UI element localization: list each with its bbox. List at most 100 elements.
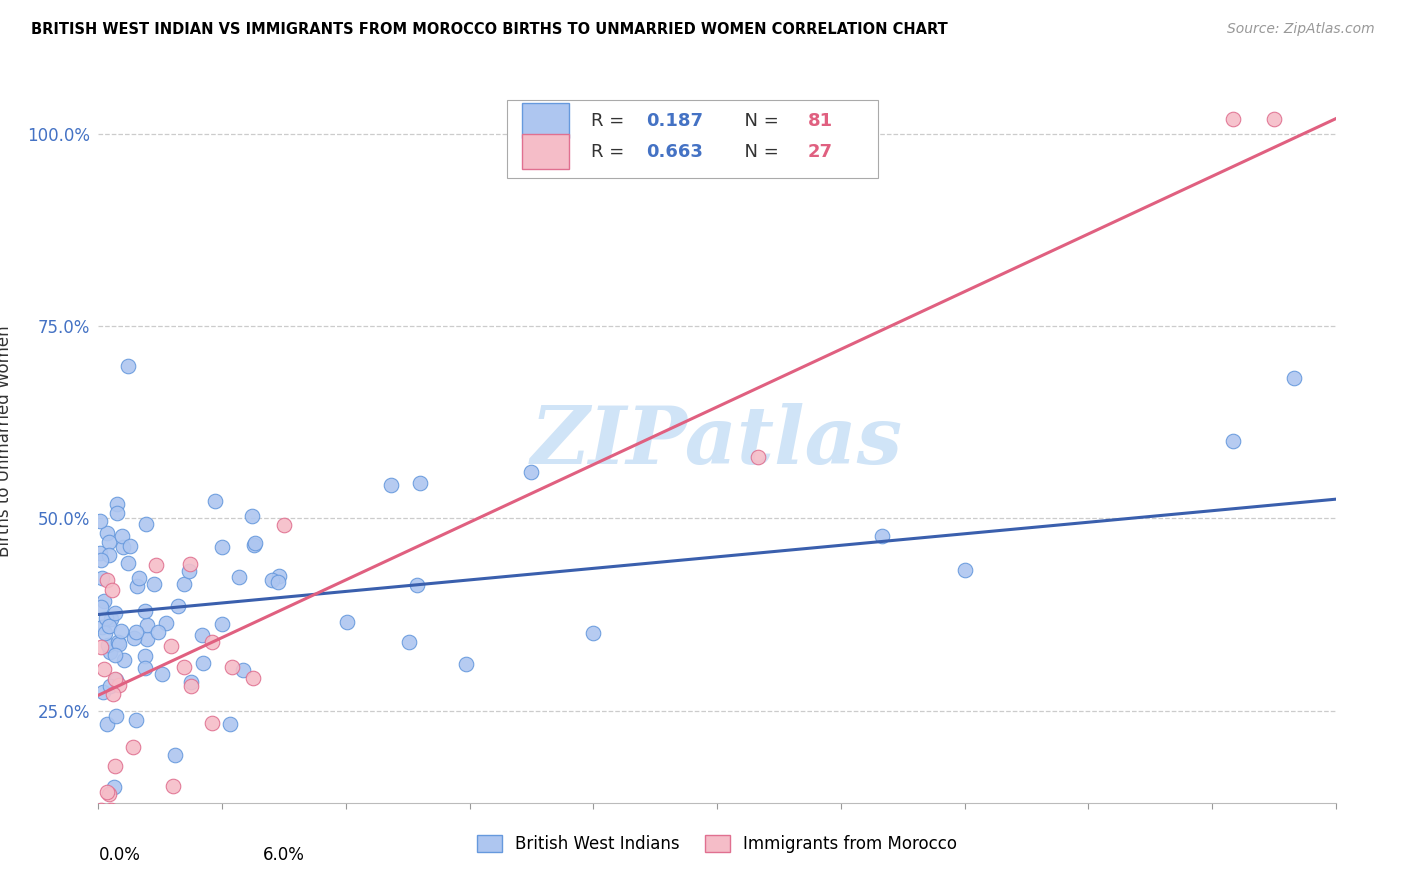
- Point: [101, 688, 124, 702]
- Point: [145, 558, 167, 572]
- Point: [191, 628, 214, 642]
- Point: [104, 606, 127, 620]
- Point: [111, 540, 134, 554]
- Point: [125, 625, 148, 640]
- Point: [136, 632, 159, 646]
- Point: [1284, 371, 1306, 385]
- Point: [267, 574, 290, 589]
- Point: [201, 716, 224, 731]
- Point: [98, 645, 121, 659]
- Point: [107, 678, 129, 692]
- Point: [93, 661, 115, 675]
- Point: [454, 657, 477, 672]
- Point: [273, 517, 295, 532]
- Point: [89, 514, 111, 528]
- Point: [91, 685, 114, 699]
- Point: [143, 577, 166, 591]
- Point: [398, 635, 420, 649]
- Point: [90, 570, 112, 584]
- Point: [211, 617, 233, 632]
- Point: [201, 635, 224, 649]
- Point: [242, 538, 264, 552]
- Point: [204, 494, 226, 508]
- Point: [122, 631, 145, 645]
- Point: [179, 557, 201, 571]
- Point: [221, 659, 243, 673]
- Point: [100, 612, 122, 626]
- FancyBboxPatch shape: [506, 100, 877, 178]
- Point: [105, 497, 128, 511]
- FancyBboxPatch shape: [522, 135, 568, 169]
- Point: [336, 615, 359, 629]
- Text: 0.0%: 0.0%: [98, 847, 141, 864]
- Point: [104, 648, 127, 662]
- Point: [107, 634, 129, 648]
- Point: [105, 673, 128, 687]
- Point: [243, 536, 266, 550]
- Point: [179, 564, 201, 578]
- Point: [90, 620, 112, 634]
- Text: ZIPatlas: ZIPatlas: [531, 403, 903, 480]
- Point: [90, 804, 112, 818]
- Point: [134, 661, 156, 675]
- Point: [380, 477, 402, 491]
- Point: [111, 529, 134, 543]
- Point: [180, 674, 202, 689]
- Point: [97, 535, 120, 549]
- Point: [747, 450, 769, 464]
- Point: [953, 563, 976, 577]
- Point: [1263, 112, 1285, 126]
- Point: [232, 663, 254, 677]
- FancyBboxPatch shape: [522, 103, 568, 138]
- Point: [97, 638, 120, 652]
- Point: [162, 779, 184, 793]
- Point: [96, 526, 118, 541]
- Text: N =: N =: [733, 143, 785, 161]
- Point: [520, 466, 543, 480]
- Point: [228, 569, 250, 583]
- Text: Source: ZipAtlas.com: Source: ZipAtlas.com: [1227, 22, 1375, 37]
- Point: [97, 549, 120, 563]
- Text: 0.663: 0.663: [647, 143, 703, 161]
- Point: [107, 637, 129, 651]
- Point: [262, 573, 284, 587]
- Point: [96, 716, 118, 731]
- Point: [173, 576, 195, 591]
- Point: [90, 553, 112, 567]
- Point: [89, 546, 111, 560]
- Point: [103, 780, 125, 795]
- Point: [165, 747, 187, 762]
- Point: [135, 618, 157, 632]
- Point: [100, 804, 122, 818]
- Point: [118, 539, 141, 553]
- Point: [240, 508, 263, 523]
- Point: [97, 618, 120, 632]
- Point: [155, 616, 177, 631]
- Point: [112, 653, 135, 667]
- Point: [159, 639, 181, 653]
- Point: [98, 679, 121, 693]
- Point: [104, 759, 127, 773]
- Point: [1222, 434, 1244, 449]
- Point: [96, 611, 118, 625]
- Point: [582, 625, 605, 640]
- Point: [124, 713, 146, 727]
- Point: [409, 476, 432, 491]
- Text: R =: R =: [591, 112, 630, 129]
- Text: R =: R =: [591, 143, 630, 161]
- Point: [135, 516, 157, 531]
- Point: [90, 640, 112, 654]
- Point: [121, 740, 143, 755]
- Point: [134, 648, 156, 663]
- Text: 6.0%: 6.0%: [263, 847, 305, 864]
- Point: [105, 709, 128, 723]
- Text: 0.187: 0.187: [647, 112, 703, 129]
- Point: [110, 624, 132, 639]
- Point: [105, 506, 128, 520]
- Point: [128, 571, 150, 585]
- Text: N =: N =: [733, 112, 785, 129]
- Point: [94, 625, 117, 640]
- Point: [870, 529, 893, 543]
- Point: [242, 671, 264, 685]
- Point: [173, 659, 195, 673]
